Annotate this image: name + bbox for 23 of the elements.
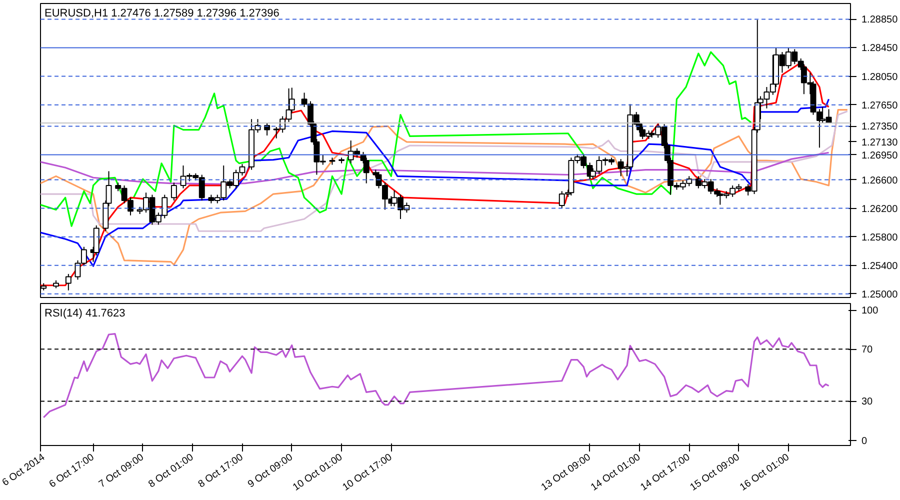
y-tick-label: 1.26950 xyxy=(862,150,898,162)
y-tick-label: 1.28450 xyxy=(862,43,898,54)
y-tick-label: 100 xyxy=(862,306,879,317)
y-tick-label: 0 xyxy=(862,436,868,447)
line-series xyxy=(40,110,848,232)
y-tick-label: 1.27350 xyxy=(862,122,898,133)
y-tick-label: 1.25800 xyxy=(862,232,898,244)
y-tick-label: 1.26200 xyxy=(862,204,898,215)
y-tick-label: 1.25400 xyxy=(862,260,898,272)
line-series xyxy=(40,51,752,227)
y-tick-label: 70 xyxy=(862,344,874,356)
y-tick-label: 1.26600 xyxy=(862,175,898,186)
candlestick xyxy=(65,273,72,291)
line-series xyxy=(42,333,830,418)
y-tick-label: 1.27130 xyxy=(862,137,898,148)
candlestick xyxy=(170,182,177,201)
y-tick-label: 1.28850 xyxy=(862,14,898,26)
y-tick-label: 30 xyxy=(862,396,874,408)
y-tick-label: 1.28050 xyxy=(862,72,898,83)
chart-title: EURUSD,H1 1.27476 1.27589 1.27396 1.27396 xyxy=(44,8,280,20)
y-tick-label: 1.25000 xyxy=(862,289,898,300)
chart-title: RSI(14) 41.7623 xyxy=(44,308,126,320)
y-tick-label: 1.27650 xyxy=(862,100,898,112)
